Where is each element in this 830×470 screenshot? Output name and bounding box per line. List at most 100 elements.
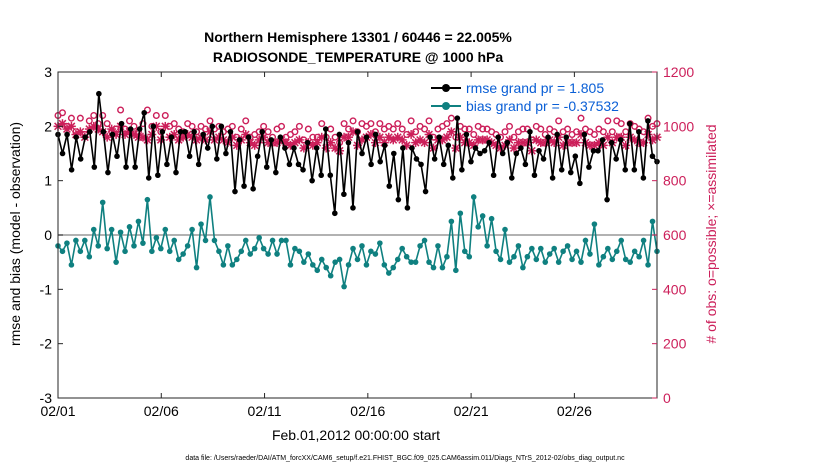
possible-count-marker — [407, 117, 415, 125]
rmse-point — [372, 131, 379, 138]
rmse-point — [572, 153, 579, 160]
bias-point — [618, 237, 625, 244]
possible-count-marker — [398, 125, 406, 133]
bias-point — [184, 243, 191, 249]
bias-point — [108, 226, 115, 233]
possible-count-marker — [264, 128, 272, 136]
bias-point — [251, 245, 258, 252]
x-tick-label: 02/06 — [144, 403, 179, 419]
rmse-bias-lines — [55, 90, 660, 290]
bias-point — [265, 251, 271, 257]
rmse-point — [141, 109, 148, 116]
rmse-point — [145, 175, 152, 181]
assimilated-count-marker — [572, 138, 581, 148]
bias-point — [609, 256, 616, 263]
bias-point — [475, 224, 481, 230]
bias-point — [578, 259, 584, 265]
bias-point — [86, 253, 93, 260]
rmse-point — [182, 128, 188, 135]
rmse-point — [123, 164, 129, 170]
bias-point — [341, 283, 347, 290]
possible-count-marker — [577, 114, 585, 122]
bias-point — [493, 248, 499, 255]
rmse-point — [332, 210, 338, 217]
bias-point — [216, 248, 222, 255]
rmse-point — [613, 156, 619, 162]
x-tick-label: 02/26 — [557, 403, 592, 419]
possible-count-marker — [291, 128, 299, 136]
bias-point — [113, 259, 119, 265]
possible-count-marker — [443, 120, 451, 128]
possible-count-marker — [537, 125, 545, 133]
bias-point — [104, 245, 110, 252]
assimilated-count-marker — [160, 121, 170, 131]
rmse-point — [59, 150, 66, 157]
x-axis: 02/01 02/06 02/11 02/16 02/21 02/26 — [40, 72, 592, 419]
possible-count-marker — [295, 122, 303, 130]
bias-point — [180, 251, 186, 257]
possible-count-marker — [188, 122, 196, 130]
bias-point — [640, 237, 647, 244]
y-left-tick-label: -3 — [40, 390, 53, 406]
possible-count-marker — [505, 122, 513, 130]
rmse-point — [495, 134, 501, 140]
bias-point — [211, 237, 218, 244]
bias-point — [555, 259, 562, 265]
bias-point — [394, 256, 401, 263]
bias-point — [546, 251, 553, 257]
rmse-point — [204, 145, 211, 151]
rmse-point — [436, 134, 442, 140]
bias-point — [444, 253, 450, 260]
legend: rmse grand pr = 1.805 bias grand pr = -0… — [426, 78, 644, 114]
possible-count-marker — [170, 120, 178, 128]
bias-point — [202, 237, 209, 244]
rmse-point — [649, 153, 656, 160]
rmse-point — [499, 150, 506, 157]
bias-point — [421, 237, 428, 244]
bias-point — [158, 245, 164, 252]
bias-point — [140, 240, 146, 246]
y-right-tick-label: 1000 — [663, 118, 694, 134]
rmse-point — [409, 145, 415, 151]
bias-point — [278, 237, 285, 244]
rmse-point — [155, 172, 161, 179]
rmse-point — [563, 134, 570, 140]
rmse-point — [354, 128, 361, 135]
bias-point — [73, 237, 79, 244]
bias-point — [417, 243, 423, 249]
bias-point — [314, 267, 321, 274]
assimilated-count-marker — [446, 127, 456, 137]
rmse-point — [105, 169, 111, 176]
y-right-tick-label: 800 — [663, 173, 687, 189]
rmse-point — [622, 167, 629, 173]
bias-point — [439, 264, 446, 271]
bias-point — [372, 251, 379, 257]
rmse-point — [604, 196, 610, 203]
rmse-point — [136, 126, 143, 132]
bias-point — [135, 218, 142, 225]
rmse-point — [96, 90, 102, 97]
rmse-point — [577, 180, 583, 187]
rmse-point — [254, 153, 261, 160]
possible-count-marker — [349, 117, 357, 125]
rmse-point — [164, 161, 170, 168]
assimilated-count-marker — [406, 130, 416, 139]
rmse-point — [209, 123, 216, 130]
possible-count-marker — [237, 125, 245, 133]
rmse-point — [236, 137, 243, 143]
bias-point — [591, 221, 598, 227]
bias-point — [287, 262, 294, 268]
rmse-point — [200, 131, 207, 138]
y-axis-right-label: # of obs: o=possible; ×=assimilated — [703, 124, 719, 343]
bias-point — [354, 256, 361, 263]
rmse-point — [404, 205, 411, 211]
y-left-tick-label: 2 — [44, 118, 52, 134]
possible-count-marker — [278, 122, 286, 130]
rmse-point — [549, 175, 556, 181]
legend-box — [426, 78, 644, 114]
bias-point — [412, 259, 419, 265]
rmse-point — [327, 172, 334, 179]
bias-point — [520, 264, 526, 271]
rmse-point — [291, 145, 297, 151]
rmse-point — [68, 167, 75, 173]
